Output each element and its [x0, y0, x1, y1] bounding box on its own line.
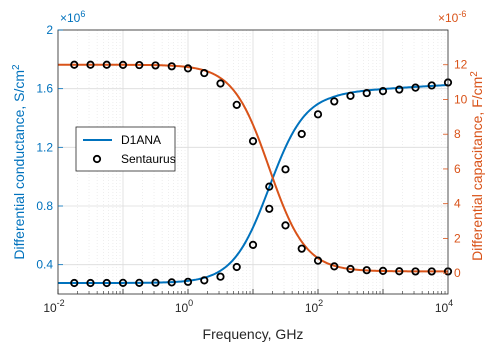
- x-axis-label: Frequency, GHz: [203, 326, 304, 342]
- legend-marker-sentaurus: [92, 154, 102, 164]
- capacitance-marker: [70, 60, 79, 69]
- capacitance-marker: [167, 62, 176, 71]
- y-left-tick-label: 2: [46, 23, 53, 37]
- y-right-tick-label: 6: [454, 162, 461, 176]
- y-left-tick-label: 0.4: [36, 258, 53, 272]
- conductance-marker: [232, 262, 241, 272]
- x-tick-label: 100: [175, 298, 193, 315]
- conductance-marker: [411, 83, 420, 92]
- conductance-marker: [265, 204, 274, 213]
- capacitance-marker: [183, 64, 193, 73]
- y-right-tick-label: 12: [454, 58, 468, 72]
- capacitance-marker: [200, 68, 209, 78]
- conductance-marker: [86, 278, 95, 288]
- y-right-tick-label: 2: [454, 231, 461, 245]
- capacitance-marker: [411, 267, 420, 276]
- capacitance-marker: [118, 60, 128, 70]
- capacitance-marker: [330, 262, 339, 271]
- conductance-marker: [395, 85, 404, 94]
- capacitance-marker: [216, 79, 225, 88]
- conductance-marker: [102, 278, 111, 288]
- conductance-marker: [167, 278, 176, 287]
- y-right-tick-label: 10: [454, 92, 468, 106]
- capacitance-marker: [135, 60, 144, 70]
- legend-box: [75, 126, 176, 172]
- capacitance-marker: [281, 221, 290, 230]
- y-right-tick-label: 8: [454, 127, 461, 141]
- y-left-tick-label: 1.2: [36, 140, 53, 154]
- conductance-marker: [281, 165, 290, 174]
- capacitance-marker: [346, 264, 355, 274]
- capacitance-marker: [151, 61, 160, 70]
- x-tick-label: 104: [435, 298, 453, 315]
- capacitance-marker: [265, 182, 274, 191]
- conductance-marker: [70, 278, 79, 288]
- capacitance-marker: [362, 266, 371, 275]
- conductance-marker: [346, 91, 355, 100]
- conductance-marker: [151, 278, 160, 287]
- legend: D1ANA Sentaurus: [75, 126, 176, 172]
- curves: [58, 63, 449, 284]
- capacitance-marker: [102, 60, 111, 69]
- tick-labels: 10-2 100 102 104 0.4 0.8 1.2 1.6 2 0 2 4 6 8 10 12: [36, 23, 467, 315]
- conductance-marker: [297, 129, 306, 139]
- conductance-curve: [58, 84, 449, 284]
- x-tick-label: 102: [305, 298, 323, 315]
- conductance-marker: [378, 87, 388, 96]
- y-right-tick-label: 0: [454, 266, 461, 280]
- ticks: [57, 29, 448, 294]
- conductance-marker: [216, 272, 225, 281]
- conductance-marker: [183, 277, 193, 286]
- conductance-marker: [330, 97, 339, 106]
- conductance-marker: [200, 276, 209, 285]
- y-right-tick-label: 4: [454, 197, 461, 211]
- conductance-marker: [362, 88, 371, 98]
- capacitance-marker: [395, 267, 404, 276]
- capacitance-marker: [297, 244, 306, 253]
- y-right-axis-label: Differential capacitance, F/cm2: [469, 71, 485, 261]
- conductance-marker: [118, 278, 128, 287]
- y-left-tick-label: 0.8: [36, 199, 53, 213]
- legend-label-sentaurus: Sentaurus: [121, 152, 176, 166]
- x-tick-label: 10-2: [43, 298, 64, 315]
- markers: [70, 60, 453, 288]
- capacitance-marker: [86, 60, 95, 69]
- conductance-marker: [313, 110, 323, 119]
- capacitance-marker: [232, 100, 241, 109]
- right-axis-multiplier: ×10-6: [438, 9, 466, 25]
- capacitance-curve: [58, 63, 448, 273]
- capacitance-marker: [427, 267, 436, 276]
- capacitance-marker: [248, 137, 258, 146]
- left-axis-multiplier: ×106: [60, 9, 85, 25]
- capacitance-marker: [378, 266, 388, 275]
- conductance-marker: [427, 81, 436, 90]
- y-left-axis-label: Differential conductance, S/cm2: [11, 64, 27, 260]
- conductance-marker: [135, 278, 144, 287]
- y-left-tick-label: 1.6: [36, 82, 53, 96]
- capacitance-marker: [313, 256, 323, 265]
- legend-label-d1ana: D1ANA: [121, 133, 161, 147]
- conductance-marker: [248, 240, 258, 249]
